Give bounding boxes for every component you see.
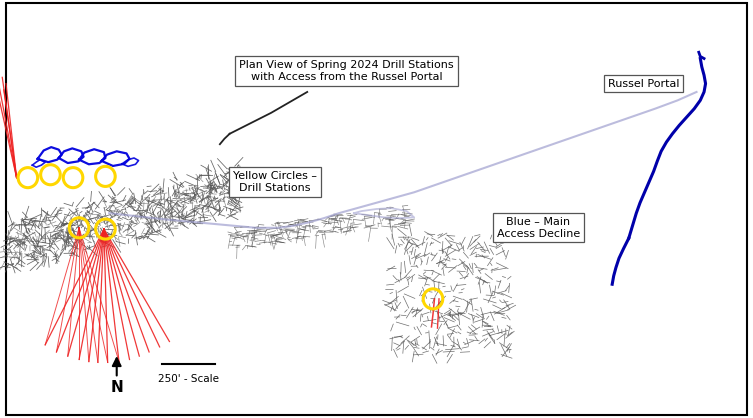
Text: Yellow Circles –
Drill Stations: Yellow Circles – Drill Stations — [233, 171, 317, 193]
Text: Blue – Main
Access Decline: Blue – Main Access Decline — [497, 217, 580, 239]
Text: 250' - Scale: 250' - Scale — [157, 374, 219, 384]
Text: Plan View of Spring 2024 Drill Stations
with Access from the Russel Portal: Plan View of Spring 2024 Drill Stations … — [239, 60, 454, 82]
Text: Russel Portal: Russel Portal — [608, 79, 679, 89]
Text: N: N — [111, 380, 123, 395]
